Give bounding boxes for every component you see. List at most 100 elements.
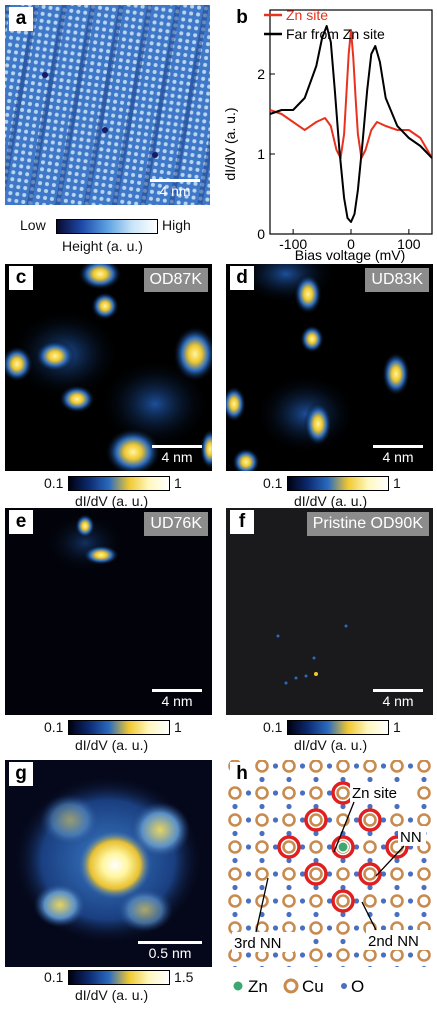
o-atom bbox=[421, 884, 427, 891]
o-atom bbox=[286, 965, 292, 967]
o-atom bbox=[326, 925, 333, 931]
cu-atom bbox=[417, 867, 431, 881]
o-atom bbox=[286, 857, 292, 864]
o-atom bbox=[232, 857, 238, 864]
o-atom bbox=[380, 925, 387, 931]
o-atom bbox=[272, 871, 279, 877]
o-atom bbox=[353, 952, 360, 958]
o-atom bbox=[353, 925, 360, 931]
panel-c-map: c OD87K 4 nm bbox=[5, 264, 212, 471]
cbar-min: 0.1 bbox=[44, 475, 64, 491]
o-atom bbox=[326, 952, 333, 958]
o-atom bbox=[272, 925, 279, 931]
cbar-high-label: High bbox=[162, 217, 191, 233]
series-line-0 bbox=[269, 29, 433, 159]
o-atom bbox=[407, 952, 414, 958]
cbar-title: dI/dV (a. u.) bbox=[75, 987, 149, 1003]
o-atom bbox=[367, 884, 373, 891]
panel-f-map: f Pristine OD90K 4 nm bbox=[226, 508, 433, 715]
cu-atom bbox=[228, 921, 242, 935]
scale-label: 0.5 nm bbox=[148, 945, 192, 961]
o-atom bbox=[421, 803, 427, 810]
o-atom bbox=[299, 844, 306, 850]
o-atom bbox=[340, 938, 346, 945]
neighbor-highlight-ring bbox=[358, 808, 382, 832]
panel-label: a bbox=[9, 7, 33, 31]
panel-label: b bbox=[230, 6, 254, 30]
nn2-label-bg bbox=[366, 930, 432, 950]
scale-label: 4 nm bbox=[159, 183, 191, 199]
o-atom bbox=[407, 763, 414, 769]
cu-atom bbox=[363, 894, 377, 908]
panel-label: f bbox=[230, 510, 254, 534]
o-atom bbox=[245, 790, 252, 796]
o-atom bbox=[259, 830, 265, 837]
cu-atom bbox=[363, 867, 377, 881]
zn-site-conductance-map bbox=[13, 775, 203, 945]
o-atom bbox=[326, 871, 333, 877]
o-atom bbox=[340, 857, 346, 864]
scale-bar: 4 nm bbox=[152, 689, 202, 709]
neighbor-highlight-ring bbox=[304, 862, 328, 886]
o-atom bbox=[367, 965, 373, 967]
neighbor-highlight-ring bbox=[331, 889, 355, 913]
cu-atom bbox=[417, 760, 431, 773]
neighbor-highlight-ring bbox=[358, 862, 382, 886]
scale-bar: 4 nm bbox=[373, 689, 423, 709]
legend: Zn site Far from Zn site bbox=[264, 7, 385, 42]
y-tick-label: 0 bbox=[257, 226, 265, 242]
neighbor-highlight-ring bbox=[277, 835, 301, 859]
series-line-1 bbox=[269, 25, 433, 223]
panel-label: d bbox=[230, 266, 254, 290]
o-atom bbox=[313, 884, 319, 891]
o-atom bbox=[326, 817, 333, 823]
cu-legend-marker bbox=[283, 978, 299, 994]
lattice-legend: Zn Cu O bbox=[232, 977, 364, 996]
o-atom bbox=[353, 844, 360, 850]
o-atom bbox=[340, 803, 346, 810]
dIdV-colorbar bbox=[68, 720, 170, 735]
cu-atom bbox=[228, 894, 242, 908]
o-legend-marker bbox=[341, 983, 347, 989]
cu-atom bbox=[390, 894, 404, 908]
cu-atom bbox=[390, 948, 404, 962]
cu-atom bbox=[282, 840, 296, 854]
scale-label: 4 nm bbox=[161, 449, 193, 465]
height-colorbar bbox=[56, 219, 158, 234]
cu-atom bbox=[255, 840, 269, 854]
o-atom bbox=[380, 817, 387, 823]
topograph-image bbox=[5, 5, 210, 205]
cbar-title: dI/dV (a. u.) bbox=[294, 737, 368, 753]
o-atom bbox=[299, 817, 306, 823]
x-axis-label: Bias voltage (mV) bbox=[295, 247, 405, 263]
o-atom bbox=[367, 776, 373, 783]
panel-g-map: g 0.5 nm bbox=[5, 760, 212, 967]
cbar-min: 0.1 bbox=[263, 475, 283, 491]
o-atom bbox=[340, 911, 346, 918]
cu-atom bbox=[336, 760, 350, 773]
o-atom bbox=[245, 898, 252, 904]
o-atom bbox=[232, 830, 238, 837]
scale-bar: 4 nm bbox=[373, 445, 423, 465]
neighbor-highlight-ring bbox=[331, 835, 355, 859]
zn-site-label-bg bbox=[350, 782, 414, 802]
o-atom bbox=[313, 965, 319, 967]
spectra-chart: -100 0 100 0 1 2 Zn site Far from Zn site Bia… bbox=[222, 7, 433, 263]
o-atom bbox=[326, 898, 333, 904]
scale-bar: 4 nm bbox=[150, 179, 200, 199]
o-atom bbox=[299, 763, 306, 769]
o-atom bbox=[394, 803, 400, 810]
scale-bar: 4 nm bbox=[152, 445, 202, 465]
cu-atom bbox=[417, 894, 431, 908]
o-atom bbox=[353, 871, 360, 877]
o-atom bbox=[421, 965, 427, 967]
cu-atom bbox=[228, 786, 242, 800]
legend-label-zn: Zn site bbox=[286, 7, 328, 23]
conductance-map bbox=[276, 624, 348, 685]
o-atom bbox=[313, 857, 319, 864]
panel-d-map: d UD83K 4 nm bbox=[226, 264, 433, 471]
o-atom bbox=[299, 871, 306, 877]
panel-a-topograph: a 4 nm bbox=[5, 5, 210, 205]
o-atom bbox=[245, 844, 252, 850]
o-atom bbox=[272, 763, 279, 769]
